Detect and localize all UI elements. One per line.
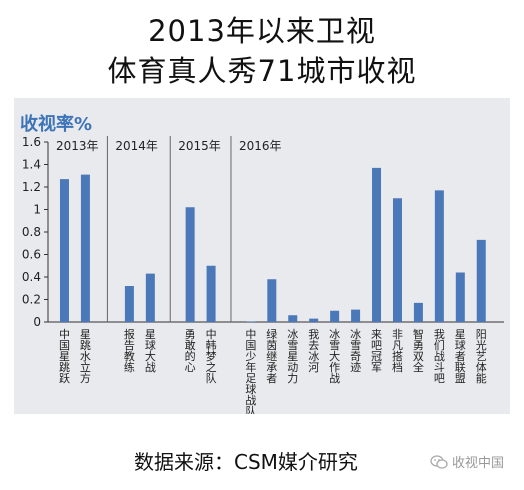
wechat-icon [430, 454, 448, 469]
group-label: 2016年 [239, 139, 282, 153]
bar [392, 198, 402, 322]
category-label: 中韩梦之队 [206, 328, 217, 385]
data-source: 数据来源：CSM媒介研究 [134, 450, 358, 474]
bars [59, 167, 486, 323]
group-label: 2013年 [56, 139, 99, 153]
bar [372, 167, 382, 322]
watermark: 收视中国 [430, 452, 504, 471]
bar [59, 179, 69, 322]
bar [434, 190, 444, 322]
group-label: 2014年 [115, 139, 158, 153]
bar [124, 286, 134, 322]
y-tick-label: 0.4 [22, 270, 41, 284]
y-tick-label: 0.6 [22, 248, 41, 262]
bar [288, 315, 298, 322]
category-label: 星跳水立方 [80, 328, 91, 385]
bar [455, 272, 465, 322]
bar [267, 279, 277, 322]
category-label: 中国星跳跃 [59, 328, 70, 385]
category-label: 我去冰河 [308, 328, 319, 374]
bar [476, 239, 486, 322]
category-label: 阳光艺体能 [476, 328, 487, 385]
bar [330, 310, 340, 322]
category-label: 绿茵继承者 [266, 327, 277, 385]
category-label: 星球大战 [145, 328, 156, 374]
chart-panel: 收视率% 0 0.2 0.4 0.6 0.8 1 1.2 1.4 1.6 2013年 2014年 2… [14, 98, 510, 414]
bar [246, 321, 256, 323]
group-label: 2015年 [178, 139, 221, 153]
y-tick-label: 1 [33, 203, 41, 217]
y-tick-label: 0.8 [22, 225, 41, 239]
category-label: 来吧冠军 [371, 328, 382, 374]
category-label: 我们战斗吧 [434, 328, 445, 385]
bar [145, 273, 155, 322]
bar [80, 174, 90, 322]
category-label: 报告教练 [124, 327, 135, 374]
category-label: 星球者联盟 [455, 328, 466, 385]
y-tick-label: 1.2 [22, 180, 41, 194]
category-label: 冰雪大作战 [329, 328, 340, 385]
y-tick-label: 0.2 [22, 293, 41, 307]
y-tick-label: 0 [33, 315, 41, 329]
category-label: 冰雪奇迹 [350, 328, 361, 374]
category-label: 中国少年足球战队 [245, 328, 256, 414]
bar [185, 207, 195, 322]
bar-chart: 收视率% 00.20.40.60.811.21.41.6 2013年 2014年 2… [20, 113, 504, 414]
bar [413, 302, 423, 322]
category-label: 非凡搭档 [392, 328, 403, 374]
chart-title-line1: 2013年以来卫视 [148, 14, 376, 48]
category-label: 智勇双全 [413, 327, 424, 374]
group-separators: 2013年 2014年 2015年 2016年 [56, 136, 282, 322]
chart-title-line2: 体育真人秀71城市收视 [107, 54, 417, 88]
category-label: 勇敢的心 [185, 328, 196, 374]
y-axis-label: 收视率% [20, 113, 92, 135]
axes: 0 0.2 0.4 0.6 0.8 1 1.2 1.4 1.6 [22, 135, 504, 329]
bar [309, 318, 319, 322]
y-tick-label: 1.4 [22, 158, 41, 172]
bar [351, 309, 361, 322]
y-tick-label: 1.6 [22, 135, 41, 149]
watermark-text: 收视中国 [452, 456, 505, 471]
bar [206, 265, 216, 322]
category-label: 冰雪星动力 [287, 328, 298, 385]
